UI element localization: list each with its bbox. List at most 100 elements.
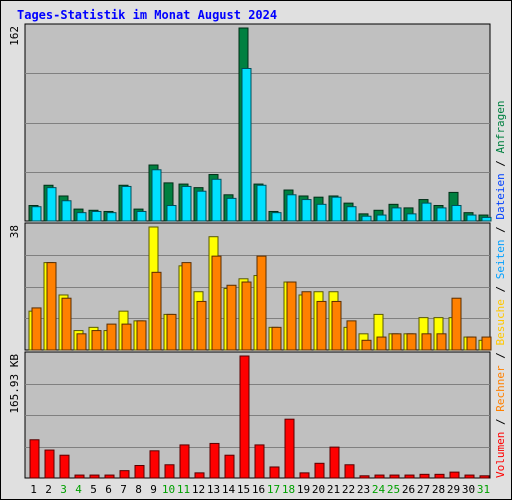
x-tick-label-day-9: 9 [150,483,157,496]
bar-dateien-day-26 [406,213,417,222]
x-tick-label-day-13: 13 [207,483,220,496]
bar-besuche-day-20 [316,300,327,351]
bar-volumen-day-29 [449,471,460,479]
bar-volumen-day-8 [134,465,145,479]
bar-besuche-day-13 [211,255,222,351]
bar-volumen-day-25 [389,474,400,479]
bar-dateien-day-7 [121,185,132,222]
x-tick-label-day-30: 30 [462,483,475,496]
bar-dateien-day-10 [166,205,177,222]
bar-besuche-day-27 [421,333,432,351]
bar-besuche-day-6 [106,323,117,351]
x-tick-label-day-26: 26 [402,483,415,496]
right-legend: Volumen / Rechner / Besuche / Seiten / D… [494,100,507,478]
right-legend-segment: Anfragen [494,100,507,153]
bar-volumen-day-28 [434,473,445,479]
bar-volumen-day-26 [404,474,415,479]
bar-besuche-day-12 [196,300,207,351]
x-tick-label-day-1: 1 [30,483,37,496]
bar-besuche-day-3 [61,297,72,351]
right-legend-segment: Seiten [494,240,507,280]
right-legend-segment: / [494,346,507,366]
bar-volumen-day-27 [419,473,430,479]
bar-volumen-day-30 [464,474,475,479]
x-tick-label-day-18: 18 [282,483,295,496]
bar-besuche-day-14 [226,284,237,351]
panel-pages-visits-max-label: 38 [8,225,21,238]
bar-dateien-day-29 [451,205,462,222]
bar-besuche-day-15 [241,281,252,351]
bar-dateien-day-5 [91,210,102,222]
bar-besuche-day-10 [166,313,177,351]
bar-dateien-day-25 [391,207,402,222]
bar-dateien-day-28 [436,207,447,222]
bar-volumen-day-20 [314,462,325,479]
x-tick-label-day-2: 2 [45,483,52,496]
bar-besuche-day-16 [256,255,267,351]
right-legend-segment: / [494,412,507,432]
bar-volumen-day-12 [194,472,205,479]
x-tick-label-day-3: 3 [60,483,67,496]
x-tick-label-day-15: 15 [237,483,250,496]
bar-volumen-day-2 [44,449,55,479]
bar-dateien-day-24 [376,214,387,222]
bar-dateien-day-4 [76,212,87,222]
x-tick-label-day-31: 31 [477,483,490,496]
bar-besuche-day-4 [76,333,87,351]
bar-besuche-day-28 [436,333,447,351]
x-tick-label-day-4: 4 [75,483,82,496]
bar-besuche-day-1 [31,307,42,351]
x-tick-label-day-14: 14 [222,483,236,496]
x-tick-label-day-21: 21 [327,483,340,496]
panel-volume-max-label: 165.93 KB [8,354,21,414]
bar-volumen-day-23 [359,475,370,479]
bar-besuche-day-11 [181,262,192,351]
bar-dateien-day-14 [226,197,237,222]
bar-dateien-day-23 [361,215,372,222]
bar-volumen-day-22 [344,464,355,479]
bar-dateien-day-21 [331,196,342,222]
bar-dateien-day-19 [301,199,312,222]
x-tick-label-day-7: 7 [120,483,127,496]
bar-besuche-day-26 [406,333,417,351]
bar-besuche-day-2 [46,262,57,351]
bar-besuche-day-18 [286,281,297,351]
bar-besuche-day-5 [91,330,102,351]
x-tick-label-day-16: 16 [252,483,265,496]
bar-dateien-day-17 [271,212,282,222]
bar-volumen-day-18 [284,418,295,479]
x-tick-label-day-25: 25 [387,483,400,496]
right-legend-segment: Rechner [494,365,507,412]
bar-volumen-day-7 [119,470,130,479]
x-tick-label-day-17: 17 [267,483,280,496]
bar-volumen-day-31 [479,475,490,479]
bar-besuche-day-9 [151,271,162,351]
x-tick-label-day-10: 10 [162,483,175,496]
bar-volumen-day-14 [224,454,235,479]
bar-besuche-day-17 [271,326,282,351]
bar-besuche-day-25 [391,333,402,351]
bar-volumen-day-24 [374,474,385,479]
right-legend-segment: / [494,279,507,299]
bar-dateien-day-27 [421,202,432,222]
bar-volumen-day-6 [104,474,115,479]
x-tick-label-day-19: 19 [297,483,310,496]
x-tick-label-day-6: 6 [105,483,112,496]
bar-besuche-day-19 [301,291,312,351]
right-legend-segment: Dateien [494,173,507,219]
bar-volumen-day-11 [179,444,190,479]
x-tick-label-day-23: 23 [357,483,370,496]
bar-volumen-day-19 [299,472,310,479]
bar-volumen-day-15 [239,355,250,479]
bar-dateien-day-16 [256,184,267,222]
right-legend-segment: Volumen [494,432,507,478]
bar-besuche-day-29 [451,297,462,351]
x-tick-label-day-24: 24 [372,483,386,496]
x-tick-label-day-27: 27 [417,483,430,496]
bar-volumen-day-1 [29,439,40,479]
bar-volumen-day-16 [254,444,265,479]
bar-dateien-day-15 [241,68,252,222]
bar-dateien-day-3 [61,200,72,222]
bar-volumen-day-17 [269,466,280,479]
bar-dateien-day-22 [346,206,357,222]
